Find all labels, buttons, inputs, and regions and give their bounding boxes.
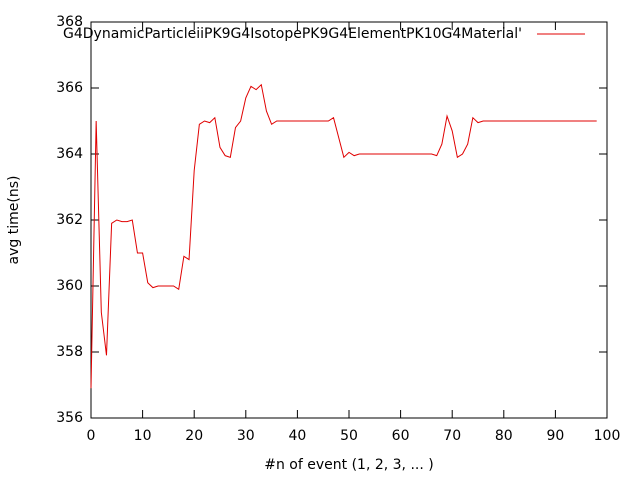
data-line: [90, 83, 597, 389]
x-tick-label: 10: [134, 428, 152, 444]
y-tick-label: 366: [56, 80, 83, 96]
plot-frame: [90, 21, 608, 419]
y-tick-label: 364: [56, 146, 83, 162]
y-tick-label: 358: [56, 344, 83, 360]
legend-label: G4DynamicParticleiiPK9G4IsotopePK9G4Elem…: [63, 26, 522, 42]
x-tick-label: 60: [392, 428, 410, 444]
y-axis-label: avg time(ns): [6, 176, 22, 265]
x-tick-label: 90: [546, 428, 564, 444]
y-tick-label: 356: [56, 410, 83, 426]
x-axis-label: #n of event (1, 2, 3, ... ): [264, 457, 433, 473]
x-tick-label: 40: [288, 428, 306, 444]
x-tick-label: 50: [340, 428, 358, 444]
y-tick-label: 368: [56, 14, 83, 30]
x-tick-label: 100: [594, 428, 621, 444]
x-tick-label: 20: [185, 428, 203, 444]
y-tick-label: 360: [56, 278, 83, 294]
x-tick-label: 70: [443, 428, 461, 444]
x-tick-label: 0: [87, 428, 96, 444]
x-tick-label: 80: [495, 428, 513, 444]
x-tick-label: 30: [237, 428, 255, 444]
y-tick-label: 362: [56, 212, 83, 228]
